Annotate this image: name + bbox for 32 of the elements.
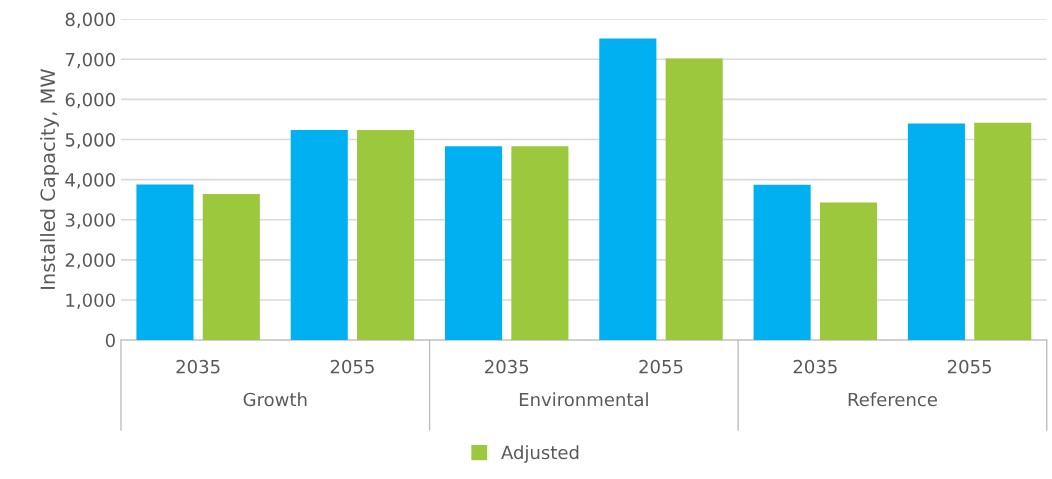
x-tick-label: 2055 — [330, 359, 374, 374]
x-tick-label: 2055 — [639, 359, 683, 374]
text: Environmental — [519, 392, 648, 407]
bar — [136, 184, 194, 341]
y-tick-label: 6,000 — [65, 92, 115, 109]
x-tick-label: 2055 — [947, 359, 991, 374]
x-tick-label: 2035 — [793, 359, 837, 374]
y-tick-label: 2,000 — [65, 253, 115, 269]
y-tick-label: 0 — [105, 333, 115, 348]
text: Growth — [243, 392, 307, 407]
y-tick-label: 4,000 — [65, 173, 115, 189]
text: Reference — [848, 392, 937, 407]
legend-label: Adjusted — [501, 445, 579, 463]
y-axis-title: Installed Capacity, MW — [40, 69, 59, 289]
bar — [753, 184, 811, 341]
x-tick-label: 2035 — [485, 359, 529, 374]
y-tick-label: 7,000 — [65, 52, 115, 69]
bar — [357, 129, 415, 341]
bar — [202, 194, 260, 341]
bar — [511, 146, 569, 341]
x-tick-label: 2035 — [176, 359, 220, 374]
y-tick-label: 1,000 — [66, 293, 115, 309]
bar — [290, 129, 348, 341]
bar — [819, 202, 878, 341]
bar — [974, 122, 1032, 341]
bar — [445, 146, 503, 341]
bar — [665, 58, 723, 341]
bar — [599, 38, 657, 341]
bar — [907, 123, 965, 341]
y-tick-label: 5,000 — [65, 132, 115, 149]
y-tick-label: 8,000 — [65, 12, 115, 29]
y-tick-label: 3,000 — [65, 213, 115, 229]
